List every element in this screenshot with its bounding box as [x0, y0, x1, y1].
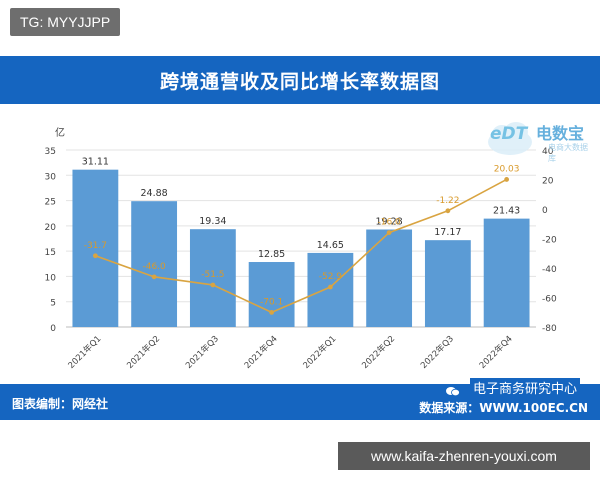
bar-data-label: 24.88 — [141, 188, 168, 199]
line-point — [504, 177, 510, 182]
line-data-label: -51.5 — [201, 270, 224, 280]
bar-data-label: 14.65 — [317, 240, 344, 251]
y-left-unit: 亿 — [55, 126, 65, 139]
chart-editor: 图表编制：网经社 — [12, 397, 109, 411]
data-source: 数据来源：WWW.100EC.CN — [419, 401, 588, 415]
line-point — [445, 208, 451, 214]
bar-data-label: 12.85 — [258, 249, 285, 260]
y-left-tick-label: 15 — [45, 248, 56, 258]
y-right-tick-label: -60 — [542, 295, 557, 305]
bar — [131, 201, 178, 327]
line-data-label: -52.9 — [319, 272, 343, 282]
y-left-tick-label: 5 — [50, 299, 56, 309]
logo-main: 电数宝 — [536, 124, 585, 143]
research-center-name: 电子商务研究中心 — [469, 378, 580, 397]
bar — [189, 229, 236, 327]
chart-title: 跨境通营收及同比增长率数据图 — [159, 70, 440, 93]
line-point — [92, 253, 98, 259]
y-right-tick-label: -40 — [542, 265, 557, 275]
x-tick-label: 2021年Q4 — [242, 333, 280, 371]
y-right-tick-label: -20 — [542, 236, 557, 246]
logo-edt: eDT — [490, 124, 528, 144]
line-point — [386, 230, 392, 235]
watermark-logo: eDT 电数宝 电商大数据库 — [486, 118, 592, 163]
footer-banner: 电子商务研究中心 图表编制：网经社 数据来源：WWW.100EC.CN — [0, 378, 600, 420]
bar-data-label: 19.28 — [376, 216, 403, 227]
bar — [307, 252, 354, 327]
bar-data-label: 19.34 — [199, 216, 226, 227]
x-tick-label: 2021年Q3 — [183, 333, 221, 371]
bar — [248, 262, 295, 327]
bar — [483, 218, 530, 327]
growth-line — [95, 178, 508, 314]
x-tick-label: 2022年Q4 — [477, 333, 515, 371]
y-right-tick-label: 0 — [542, 206, 548, 216]
line-data-label: -46.0 — [142, 262, 166, 272]
tg-tag: TG: MYYJJPP — [10, 8, 121, 36]
logo-sub: 电商大数据库 — [548, 143, 588, 163]
line-data-label: 20.03 — [494, 164, 520, 174]
bar-data-label: 21.43 — [493, 206, 520, 217]
line-data-label: -70.1 — [260, 297, 283, 307]
x-tick-label: 2021年Q2 — [125, 333, 163, 371]
x-tick-label: 2022年Q1 — [301, 333, 339, 371]
y-left-tick-label: 20 — [45, 223, 57, 233]
line-point — [327, 284, 333, 290]
y-right-tick-label: 20 — [542, 177, 554, 187]
line-data-label: -16.0 — [377, 218, 401, 228]
wechat-icon — [446, 387, 460, 397]
x-tick-label: 2021年Q1 — [66, 333, 104, 371]
bar-data-label: 17.17 — [434, 227, 461, 238]
title-banner: 跨境通营收及同比增长率数据图 — [0, 56, 600, 104]
y-left-tick-label: 0 — [50, 324, 56, 334]
cloud-icon — [488, 122, 532, 155]
y-left-tick-label: 35 — [45, 147, 56, 157]
url-watermark: www.kaifa-zhenren-youxi.com — [338, 442, 590, 470]
y-left-tick-label: 30 — [45, 172, 57, 182]
bar — [72, 169, 119, 327]
y-right-tick-label: -80 — [542, 324, 557, 334]
bar — [366, 229, 413, 327]
bar — [424, 240, 471, 327]
line-data-label: -1.22 — [436, 196, 459, 206]
y-left-tick-label: 10 — [45, 273, 57, 283]
combo-chart: 0 5 10 15 20 25 30 35 亿 -80 -60 -40 -20 0 20 40 31.11 24.… — [45, 126, 557, 371]
x-tick-label: 2022年Q2 — [360, 333, 398, 371]
bar-data-label: 31.11 — [82, 157, 109, 168]
y-right-tick-label: 40 — [542, 147, 554, 157]
line-data-label: -31.7 — [84, 241, 107, 251]
line-point — [269, 309, 275, 315]
line-point — [151, 274, 157, 280]
line-point — [210, 282, 216, 288]
x-tick-label: 2022年Q3 — [418, 333, 456, 371]
y-left-tick-label: 25 — [45, 198, 56, 208]
